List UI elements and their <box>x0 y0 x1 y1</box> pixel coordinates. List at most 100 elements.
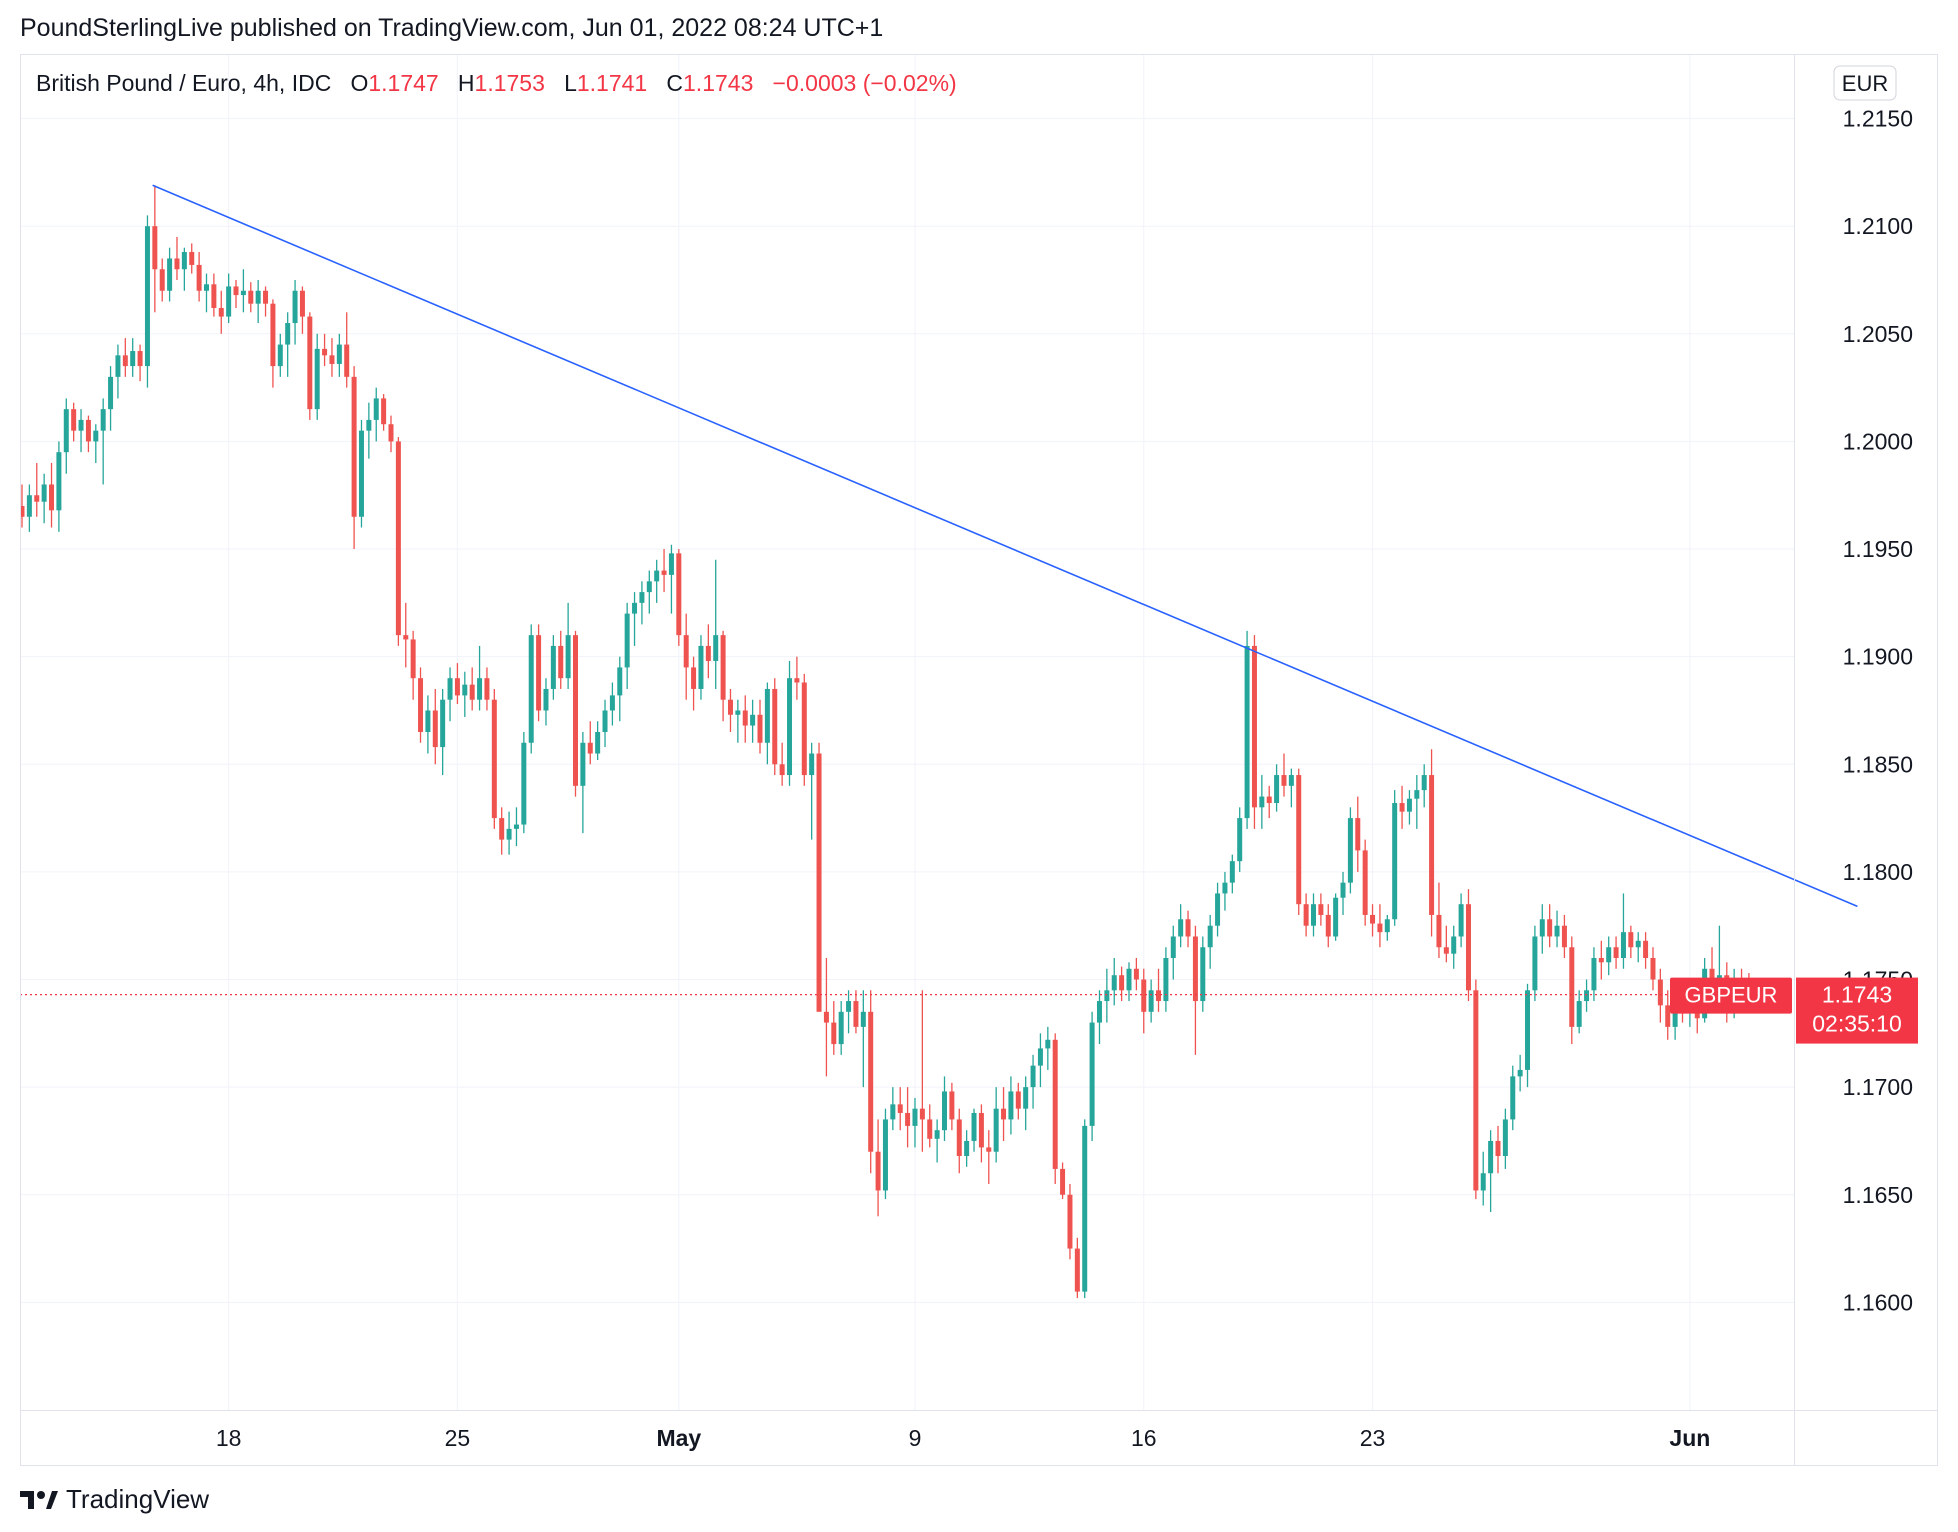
candle-body <box>573 635 578 786</box>
candle-body <box>1384 919 1390 933</box>
y-tick-label: 1.2000 <box>1843 428 1913 454</box>
candle-body <box>558 645 564 679</box>
candle-body <box>307 316 313 410</box>
candle-body <box>1156 990 1162 1002</box>
candle <box>956 1108 962 1174</box>
candle-body <box>270 303 276 367</box>
candle <box>122 338 128 377</box>
candle-body <box>358 430 364 517</box>
candle <box>595 721 601 760</box>
candle-body <box>108 376 114 410</box>
candle-body <box>654 570 660 582</box>
candle <box>196 252 202 302</box>
candle <box>159 258 165 302</box>
candle <box>764 682 770 765</box>
candle-body <box>299 290 305 317</box>
candle-body <box>196 264 202 291</box>
candle <box>1443 925 1449 963</box>
candle <box>964 1130 970 1167</box>
candle <box>1074 1237 1080 1299</box>
candle <box>691 656 697 711</box>
candle-body <box>838 1011 844 1045</box>
candle <box>144 215 150 388</box>
candle-body <box>100 409 106 431</box>
candle <box>698 635 704 700</box>
candle-body <box>727 699 733 715</box>
candle-body <box>1584 990 1590 1002</box>
candle-body <box>418 678 424 732</box>
candle <box>263 286 269 317</box>
candles <box>20 185 1752 1299</box>
candle-body <box>919 1108 925 1120</box>
candle-body <box>698 645 704 689</box>
candle-body <box>1119 975 1125 991</box>
candle <box>226 273 232 324</box>
candle <box>1576 990 1582 1034</box>
candle <box>1628 925 1634 958</box>
y-tick-label: 1.1950 <box>1843 536 1913 562</box>
candle <box>1532 925 1538 1002</box>
candle-body <box>366 419 372 431</box>
candle <box>1606 936 1612 976</box>
candle <box>1015 1082 1021 1120</box>
candle-body <box>639 592 645 603</box>
instrument-name[interactable]: British Pound / Euro, 4h, IDC <box>36 70 332 96</box>
candle-body <box>1001 1108 1007 1120</box>
x-axis-ticks[interactable]: 18 25 May 9 16 23 Jun <box>216 1425 1710 1451</box>
candle <box>521 732 527 834</box>
candle <box>1318 893 1324 926</box>
candle-body <box>1628 932 1634 948</box>
y-axis-ticks[interactable]: 1.2150 1.2100 1.2050 1.2000 1.1950 1.1900 1.18… <box>1843 106 1913 1316</box>
candle-body <box>329 355 335 364</box>
candle <box>189 243 195 274</box>
candle-body <box>1377 923 1383 933</box>
candle-body <box>388 424 394 442</box>
candle <box>1569 936 1575 1045</box>
candle-body <box>1030 1065 1036 1088</box>
footer-branding[interactable]: TradingView <box>20 1484 209 1515</box>
candle-body <box>34 495 40 502</box>
candle <box>1451 925 1457 969</box>
candle <box>978 1104 984 1163</box>
candle-body <box>71 409 77 431</box>
candle <box>499 807 505 855</box>
candle <box>587 721 593 765</box>
candle <box>905 1087 911 1148</box>
candle-body <box>1096 1001 1102 1023</box>
candle <box>211 273 217 317</box>
price-tag: 1.1743 02:35:10 <box>1796 977 1918 1044</box>
candle <box>181 247 187 291</box>
candle-body <box>1569 947 1575 1027</box>
trendline[interactable] <box>152 184 1858 908</box>
candle <box>477 645 483 711</box>
chart-svg[interactable]: 1.2150 1.2100 1.2050 1.2000 1.1950 1.1900 1.18… <box>20 54 1938 1466</box>
candle <box>454 663 460 705</box>
candle-body <box>211 284 217 308</box>
candle-body <box>1333 897 1339 937</box>
currency-button[interactable]: EUR <box>1833 65 1897 101</box>
candle <box>897 1087 903 1131</box>
candle-body <box>85 419 91 442</box>
candle-body <box>78 419 84 431</box>
candle <box>108 366 114 431</box>
candle <box>580 732 586 834</box>
candle <box>1392 790 1398 926</box>
candle <box>1266 785 1272 819</box>
candle <box>713 559 719 689</box>
candle <box>801 673 807 786</box>
candle <box>1347 807 1353 894</box>
candle <box>1421 764 1427 808</box>
candle-body <box>93 430 99 442</box>
candle-body <box>1451 936 1457 954</box>
candle <box>248 282 254 313</box>
candle <box>934 1119 940 1163</box>
candle <box>1104 968 1110 1023</box>
candle-body <box>875 1151 881 1191</box>
candle-body <box>403 635 409 640</box>
candle <box>93 424 99 463</box>
candle-body <box>580 742 586 786</box>
candle <box>860 990 866 1088</box>
candle <box>609 682 615 726</box>
candle-body <box>1672 1001 1678 1027</box>
symbol-tag-text: GBPEUR <box>1685 983 1778 1008</box>
